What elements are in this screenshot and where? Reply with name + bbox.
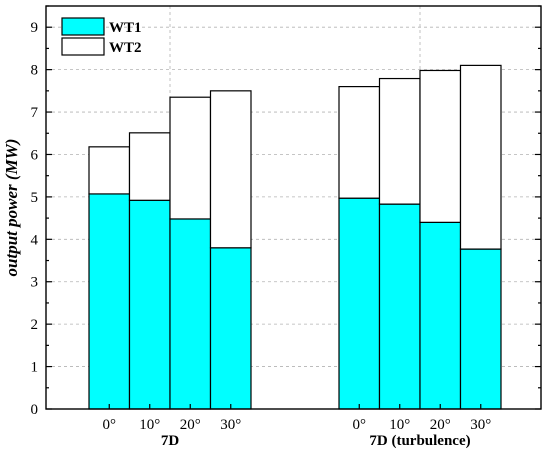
group-label-1: 7D (turbulence) — [369, 433, 470, 449]
y-tick-label-9: 9 — [31, 20, 39, 36]
group-label-0: 7D — [161, 433, 180, 449]
x-tick-label-g0-c3: 30° — [220, 417, 241, 433]
y-tick-label-1: 1 — [31, 360, 39, 376]
bar-wt1-group1-cat1 — [378, 203, 421, 410]
x-tick-label-g0-c1: 10° — [139, 417, 160, 433]
y-axis-label: output power (MW) — [2, 139, 21, 277]
bar-wt1-group0-cat0 — [88, 193, 131, 410]
y-tick-label-7: 7 — [31, 105, 39, 121]
bar-wt2-group0-cat1 — [128, 132, 171, 201]
bar-wt2-group1-cat0 — [338, 85, 381, 199]
legend-swatch-wt2 — [61, 37, 105, 56]
bar-wt1-group1-cat0 — [338, 197, 381, 410]
bar-wt1-group1-cat2 — [419, 221, 462, 410]
bar-wt2-group0-cat3 — [209, 90, 252, 249]
bars-layer — [88, 64, 502, 410]
y-tick-label-5: 5 — [31, 190, 39, 206]
bar-wt2-group1-cat1 — [378, 77, 421, 205]
bar-wt2-group1-cat3 — [459, 64, 502, 250]
legend-label-wt2: WT2 — [109, 40, 142, 56]
x-tick-label-g1-c3: 30° — [470, 417, 491, 433]
legend-swatch-wt1 — [61, 17, 105, 36]
bar-wt1-group0-cat2 — [169, 218, 212, 410]
axes-layer — [45, 5, 542, 410]
y-tick-label-6: 6 — [31, 147, 39, 163]
bar-wt1-group1-cat3 — [459, 248, 502, 410]
y-tick-label-8: 8 — [31, 63, 39, 79]
x-tick-label-g1-c2: 20° — [430, 417, 451, 433]
y-tick-label-3: 3 — [31, 275, 39, 291]
y-tick-label-0: 0 — [31, 402, 39, 418]
bar-wt2-group0-cat2 — [169, 96, 212, 220]
bar-wt2-group1-cat2 — [419, 69, 462, 223]
y-tick-label-2: 2 — [31, 317, 39, 333]
x-tick-label-g0-c2: 20° — [180, 417, 201, 433]
x-tick-label-g1-c1: 10° — [389, 417, 410, 433]
bar-wt2-group0-cat0 — [88, 146, 131, 195]
x-tick-label-g1-c0: 0° — [353, 417, 367, 433]
y-tick-label-4: 4 — [31, 232, 39, 248]
plot-frame — [45, 5, 542, 410]
bar-wt1-group0-cat3 — [209, 247, 252, 410]
legend-label-wt1: WT1 — [109, 20, 142, 36]
x-tick-label-g0-c0: 0° — [103, 417, 117, 433]
bar-wt1-group0-cat1 — [128, 199, 171, 410]
